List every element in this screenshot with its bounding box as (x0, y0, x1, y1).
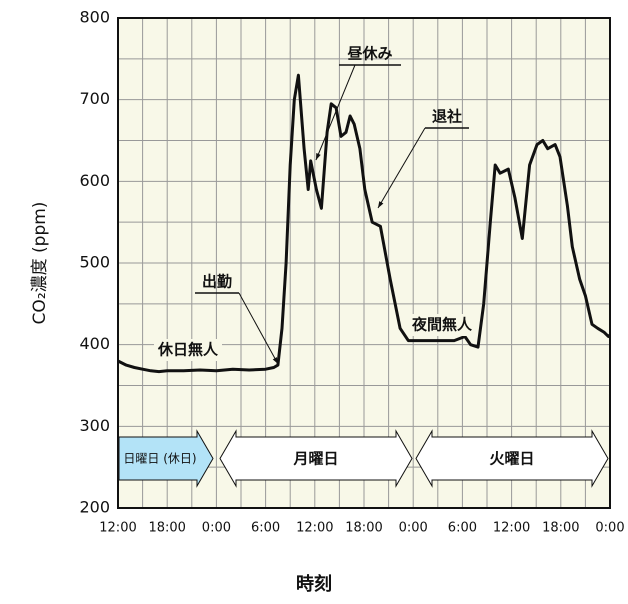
annotation: 退社 (432, 108, 462, 126)
data-line (117, 73, 612, 374)
annotation: 夜間無人 (411, 316, 473, 334)
arrow-head (316, 153, 321, 160)
x-tick-label: 12:00 (99, 521, 136, 536)
annotation: 出勤 (202, 273, 232, 291)
x-tick-label: 0:00 (595, 521, 624, 536)
day-arrow (415, 429, 609, 488)
arrow-head (378, 201, 384, 208)
x-tick-label: 18:00 (345, 521, 382, 536)
annotation-arrow (377, 127, 426, 209)
annotation-bg (154, 339, 222, 361)
day-arrow (118, 429, 214, 488)
x-tick-label: 0:00 (399, 521, 428, 536)
x-tick-label: 6:00 (251, 521, 280, 536)
y-tick-label: 400 (79, 334, 110, 353)
annotation: 昼休み (347, 45, 392, 63)
x-tick-label: 18:00 (542, 521, 579, 536)
arrow-head (272, 357, 278, 364)
day-label: 火曜日 (489, 450, 534, 468)
grid (117, 17, 611, 509)
x-tick-label: 0:00 (202, 521, 231, 536)
x-tick-label: 6:00 (448, 521, 477, 536)
x-tick-label: 12:00 (296, 521, 333, 536)
y-tick-label: 600 (79, 171, 110, 190)
annotation-bg (408, 314, 476, 336)
x-tick-label: 18:00 (148, 521, 185, 536)
day-label: 月曜日 (292, 450, 338, 468)
plot-frame (117, 17, 611, 509)
y-tick-label: 300 (79, 416, 110, 435)
annotation-arrow (238, 292, 279, 365)
y-tick-label: 700 (79, 89, 110, 108)
annotation: 休日無人 (157, 341, 219, 359)
y-tick-label: 500 (79, 253, 110, 272)
y-tick-label: 200 (79, 498, 110, 517)
day-label: 日曜日 (休日) (123, 452, 196, 466)
y-tick-label: 800 (79, 8, 110, 27)
x-tick-label: 12:00 (493, 521, 530, 536)
x-axis-label: 時刻 (296, 573, 332, 595)
day-arrow (219, 429, 413, 488)
y-axis-label: CO₂濃度 (ppm) (30, 202, 50, 325)
annotation-arrow (315, 64, 356, 161)
